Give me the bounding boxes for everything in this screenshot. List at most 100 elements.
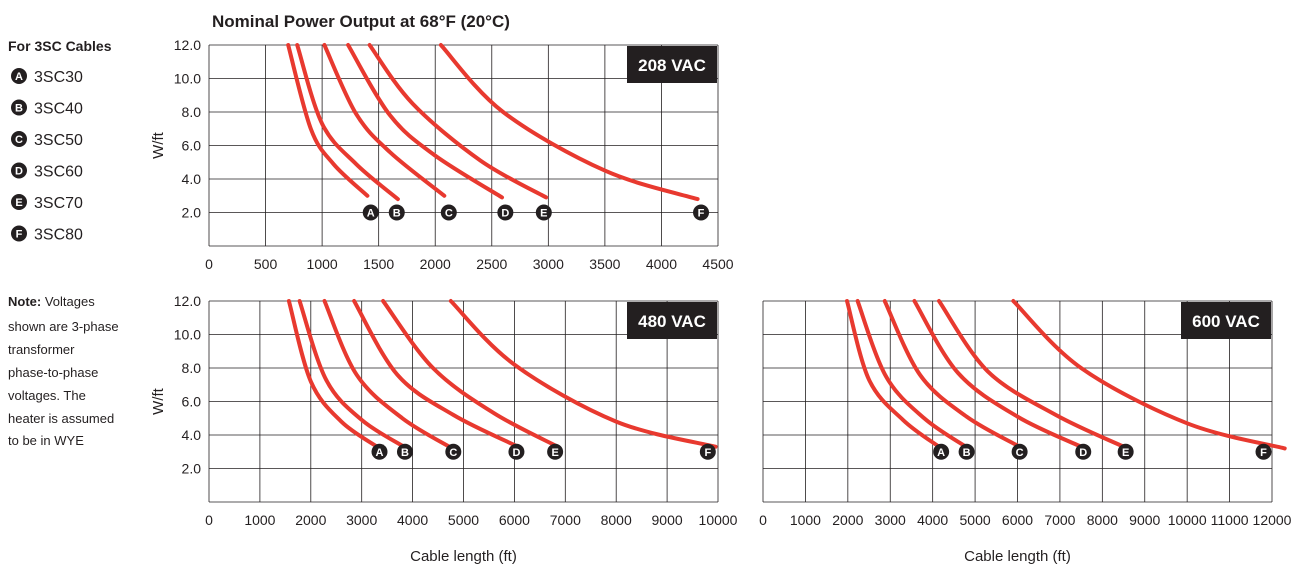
x-tick-label: 5000 (960, 512, 991, 528)
x-tick-label: 8000 (601, 512, 632, 528)
legend-item-b: B 3SC40 (11, 99, 83, 118)
note-line-3: phase-to-phase (8, 365, 98, 380)
marker-letter: E (15, 197, 22, 209)
note-label: Note: (8, 294, 41, 309)
y-tick-label: 6.0 (182, 394, 202, 410)
marker-circle (11, 225, 27, 242)
x-tick-labels: 0 500 1000 1500 2000 2500 3000 3500 4000 4500 (205, 256, 734, 272)
curve-a (845, 299, 941, 449)
curve-d (346, 43, 504, 200)
x-tick-label: 3000 (533, 256, 564, 272)
marker-circle (371, 443, 388, 460)
y-axis-title: W/ft (150, 387, 167, 414)
x-tick-label: 1000 (244, 512, 275, 528)
marker-circle (1117, 443, 1134, 460)
marker-circle (958, 443, 975, 460)
marker-letter: E (551, 447, 558, 459)
note-line-6: to be in WYE (8, 433, 84, 448)
series-marker-e: E (1117, 443, 1134, 460)
marker-letter: C (445, 208, 453, 220)
voltage-badge: 480 VAC (627, 302, 717, 339)
x-tick-label: 5000 (448, 512, 479, 528)
marker-letter: D (15, 166, 23, 178)
x-tick-label: 0 (205, 256, 213, 272)
voltage-badge-bg (627, 46, 717, 83)
series-marker-f: F (699, 443, 716, 460)
x-tick-label: 2000 (420, 256, 451, 272)
x-tick-label: 4000 (917, 512, 948, 528)
marker-circle (508, 443, 525, 460)
marker-letter: F (704, 447, 711, 459)
curve-d (912, 299, 1084, 449)
y-tick-label: 4.0 (182, 171, 202, 187)
legend-label: 3SC50 (34, 132, 83, 149)
voltage-badge-label: 480 VAC (638, 312, 706, 331)
chart-208vac: 0 500 1000 1500 2000 2500 3000 3500 4000 4500 2.0 4… (150, 37, 734, 272)
curve-b (295, 43, 400, 202)
marker-circle (440, 204, 457, 221)
grid (208, 300, 719, 503)
y-tick-label: 2.0 (182, 205, 202, 221)
legend-items: A 3SC30 B 3SC40 C 3SC50 D 3SC60 E 3SC70 F 3SC80 (11, 68, 83, 244)
legend-marker-b: B (11, 99, 27, 116)
curve-c (322, 299, 455, 451)
y-tick-label: 4.0 (182, 427, 202, 443)
figure-title: Nominal Power Output at 68°F (20°C) (212, 12, 510, 31)
voltage-badge-bg (1181, 302, 1271, 339)
x-tick-label: 9000 (1129, 512, 1160, 528)
series-marker-b: B (396, 443, 413, 460)
curve-e (381, 299, 560, 449)
voltage-badge-label: 600 VAC (1192, 312, 1260, 331)
series-marker-e: E (535, 204, 552, 221)
series-marker-d: D (1075, 443, 1092, 460)
y-tick-label: 12.0 (174, 37, 201, 53)
marker-letter: D (501, 208, 509, 220)
curve-b (297, 299, 406, 449)
marker-circle (11, 162, 27, 179)
legend-label: 3SC80 (34, 227, 83, 244)
note-line-4: voltages. The (8, 388, 86, 403)
marker-circle (11, 194, 27, 210)
legend-item-c: C 3SC50 (11, 131, 83, 149)
series-marker-c: C (445, 443, 462, 460)
curve-c (882, 299, 1022, 449)
legend-marker-f: F (11, 225, 27, 242)
note-line-2: transformer (8, 342, 75, 357)
x-tick-label: 8000 (1087, 512, 1118, 528)
y-tick-label: 8.0 (182, 360, 202, 376)
series-marker-b: B (388, 204, 405, 221)
curve-f (448, 299, 718, 449)
marker-letter: A (15, 71, 23, 83)
y-tick-label: 10.0 (174, 71, 201, 87)
x-tick-label: 1000 (790, 512, 821, 528)
series-markers: A B C D E F (933, 443, 1272, 460)
chart-480vac: 0 1000 2000 3000 4000 5000 6000 7000 8000 9000 100… (150, 293, 738, 565)
y-tick-label: 2.0 (182, 461, 202, 477)
marker-letter: B (963, 447, 971, 459)
marker-letter: B (393, 208, 401, 220)
series-marker-d: D (497, 204, 514, 221)
y-tick-label: 10.0 (174, 327, 201, 343)
note-line-0: Note: Voltages (8, 294, 95, 309)
legend-item-f: F 3SC80 (11, 225, 83, 244)
series (845, 299, 1287, 451)
legend-label: 3SC30 (34, 69, 83, 86)
marker-circle (396, 443, 413, 460)
curve-f (438, 43, 700, 202)
curve-a (286, 299, 379, 449)
marker-letter: C (449, 447, 457, 459)
x-tick-label: 10000 (1168, 512, 1207, 528)
series (286, 43, 700, 202)
x-tick-label: 2500 (476, 256, 507, 272)
x-tick-label: 1500 (363, 256, 394, 272)
legend-item-a: A 3SC30 (11, 68, 83, 86)
curve-b (855, 299, 968, 449)
x-tick-label: 500 (254, 256, 278, 272)
series-marker-e: E (547, 443, 564, 460)
curve-e (367, 43, 549, 200)
x-tick-label: 11000 (1211, 512, 1249, 528)
marker-circle (535, 204, 552, 221)
legend: For 3SC Cables A 3SC30 B 3SC40 C 3SC50 D 3SC60 E… (8, 38, 112, 244)
x-tick-label: 2000 (832, 512, 863, 528)
x-tick-label: 9000 (652, 512, 683, 528)
